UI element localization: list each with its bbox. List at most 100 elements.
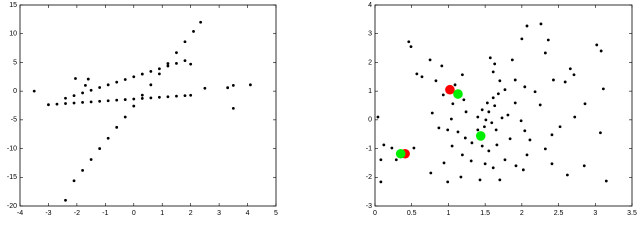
x-tick-label: 0.5 (407, 210, 417, 217)
y-tick-label: -10 (7, 145, 17, 152)
y-tick-label: -3 (366, 203, 372, 210)
x-tick-label: 0 (373, 210, 377, 217)
point (487, 110, 491, 114)
x-tick-label: 1 (446, 210, 450, 217)
point (483, 162, 487, 166)
point (503, 88, 507, 92)
point (550, 162, 554, 166)
point (582, 164, 586, 168)
point (115, 98, 119, 102)
point (166, 64, 170, 68)
point (106, 136, 110, 140)
point (469, 159, 473, 163)
point (72, 101, 76, 105)
x-tick-label: 4 (246, 210, 250, 217)
highlight-point (445, 84, 455, 95)
y-tick-label: 15 (9, 2, 17, 9)
x-tick-label: 3.5 (627, 210, 637, 217)
y-tick-label: 5 (13, 59, 17, 66)
point (485, 101, 489, 105)
point (64, 102, 67, 105)
point (32, 89, 36, 93)
point (429, 171, 433, 175)
point (149, 69, 153, 73)
page: -4 -3 -2 -1 0 1 2 3 4 5 -20 -15 -10 -5 0 5 10 15 0 0.5 1 1.5 2… (6, 1, 637, 217)
point (420, 75, 424, 79)
point (543, 51, 547, 55)
x-tick-label: 3 (593, 210, 597, 217)
point (523, 129, 527, 133)
y-tick-label: 10 (9, 31, 17, 38)
point (428, 58, 432, 62)
point (74, 77, 77, 80)
point (558, 125, 562, 129)
y-tick-label: -15 (7, 174, 17, 181)
point (491, 96, 495, 100)
point (192, 30, 195, 33)
point (226, 86, 230, 90)
point (546, 38, 550, 42)
point (166, 95, 170, 99)
point (563, 80, 567, 84)
point (572, 73, 576, 77)
point (157, 95, 161, 99)
point (453, 83, 457, 87)
point (98, 86, 102, 89)
y-tick-label: -20 (7, 203, 17, 210)
point (446, 128, 450, 132)
point (601, 87, 605, 91)
point (568, 67, 572, 71)
point (484, 118, 488, 122)
x-tick-label: -3 (45, 210, 51, 217)
point (525, 24, 529, 28)
point (450, 144, 454, 148)
point (449, 117, 453, 121)
point (55, 102, 59, 106)
point (132, 75, 136, 79)
point (86, 77, 90, 81)
point (199, 20, 203, 24)
point (175, 61, 178, 65)
point (520, 37, 524, 41)
point (81, 100, 84, 104)
point (140, 72, 144, 76)
point (376, 115, 380, 119)
point (478, 178, 482, 182)
point (149, 83, 153, 87)
point (446, 180, 450, 184)
point (495, 143, 499, 147)
point (189, 62, 193, 66)
point (72, 94, 76, 98)
point (463, 136, 467, 140)
point (394, 158, 398, 162)
point (460, 73, 464, 77)
point (434, 79, 438, 83)
x-tick-label: 2.5 (554, 210, 564, 217)
point (604, 179, 608, 183)
point (565, 173, 569, 177)
point (494, 128, 498, 132)
point (493, 104, 497, 108)
point (451, 102, 455, 106)
point (72, 179, 76, 183)
point (488, 56, 492, 60)
point (476, 115, 480, 119)
point (132, 104, 136, 108)
point (183, 40, 187, 44)
point (470, 141, 474, 145)
point (132, 97, 136, 101)
point (550, 133, 554, 137)
point (440, 64, 444, 68)
point (476, 128, 480, 132)
point (528, 138, 532, 142)
point (599, 49, 603, 53)
y-tick-label: 1 (368, 88, 372, 95)
point (166, 62, 170, 65)
highlight-point (395, 148, 406, 159)
point (106, 99, 110, 103)
point (480, 144, 484, 148)
point (64, 96, 67, 100)
point (456, 130, 460, 134)
point (441, 93, 445, 97)
point (573, 115, 577, 119)
